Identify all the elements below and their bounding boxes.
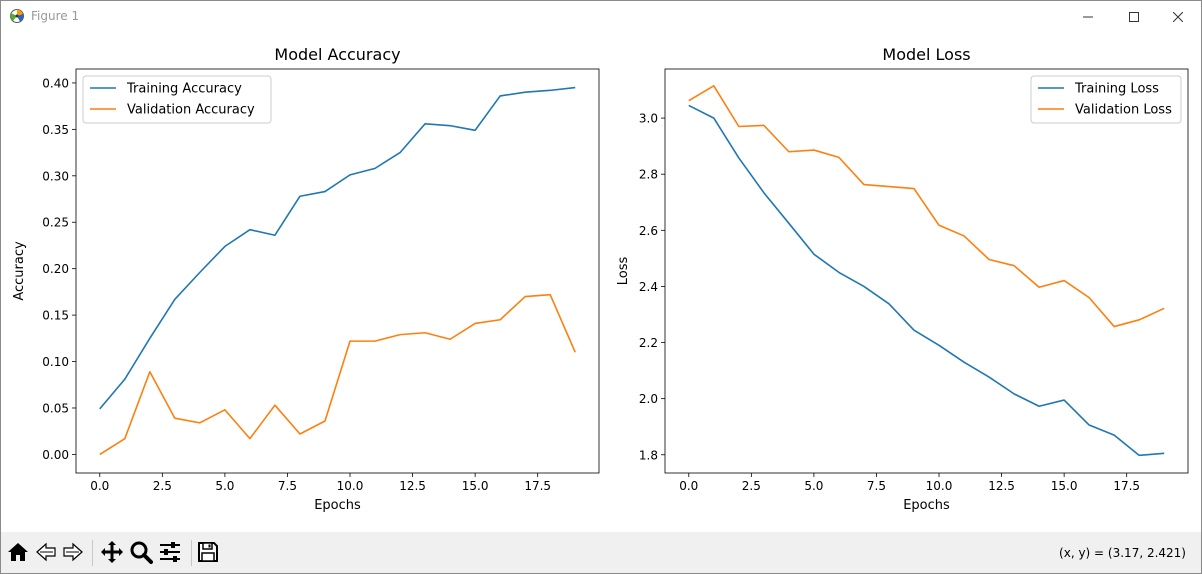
save-icon <box>198 542 218 562</box>
x-tick-label: 17.5 <box>524 479 551 493</box>
title-bar: Figure 1 <box>1 1 1201 32</box>
x-tick-label: 5.0 <box>804 479 823 493</box>
figure-canvas[interactable]: 0.0 2.5 5.0 7.5 10.0 12.5 15.0 17.5 0.00 0.05 0.10… <box>1 32 1201 532</box>
forward-button[interactable] <box>61 540 85 564</box>
y-tick-label: 2.2 <box>639 336 658 350</box>
chart-title: Model Loss <box>882 45 970 64</box>
zoom-icon <box>130 541 153 564</box>
toolbar-separator <box>92 540 93 566</box>
series-line-training <box>99 86 576 410</box>
y-tick-label: 0.10 <box>42 355 69 369</box>
home-button[interactable] <box>6 540 30 564</box>
matplotlib-icon <box>9 8 25 24</box>
y-tick-label: 0.15 <box>42 309 69 323</box>
legend: Training Accuracy Validation Accuracy <box>82 75 272 124</box>
x-tick-label: 2.5 <box>742 479 761 493</box>
axes-frame <box>75 68 600 474</box>
y-tick-label: 2.0 <box>639 392 658 406</box>
close-button[interactable] <box>1155 1 1201 32</box>
minimize-icon <box>1083 16 1093 17</box>
y-tick-label: 2.6 <box>639 224 658 238</box>
x-tick-label: 2.5 <box>153 479 172 493</box>
series-line-validation <box>99 293 576 456</box>
y-tick-label: 0.35 <box>42 123 69 137</box>
y-tick-label: 0.40 <box>42 76 69 90</box>
legend-frame <box>82 75 272 124</box>
subplot-1: 0.0 2.5 5.0 7.5 10.0 12.5 15.0 17.5 0.00 0.05 0.10… <box>12 45 600 513</box>
maximize-button[interactable] <box>1111 1 1157 32</box>
home-icon <box>8 543 28 561</box>
subplot-2: 0.0 2.5 5.0 7.5 10.0 12.5 15.0 17.5 1.8 2.0 2.2 2.4… <box>616 45 1189 513</box>
maximize-icon <box>1129 11 1139 22</box>
y-tick-label: 0.30 <box>42 169 69 183</box>
y-tick-label: 2.4 <box>639 280 658 294</box>
legend-frame <box>1030 75 1182 124</box>
x-tick-label: 7.5 <box>278 479 297 493</box>
configure-subplots-icon <box>160 542 180 562</box>
x-tick-label: 7.5 <box>867 479 886 493</box>
x-tick-label: 15.0 <box>462 479 489 493</box>
back-icon <box>36 542 56 562</box>
legend-label: Validation Loss <box>1075 103 1172 118</box>
window-title: Figure 1 <box>31 9 80 23</box>
x-tick-label: 0.0 <box>679 479 698 493</box>
y-axis-label: Accuracy <box>12 241 27 301</box>
figure-svg: 0.0 2.5 5.0 7.5 10.0 12.5 15.0 17.5 0.00 0.05 0.10… <box>12 45 1189 513</box>
y-tick-label: 2.8 <box>639 168 658 182</box>
legend-label: Validation Accuracy <box>127 103 255 118</box>
y-tick-label: 0.25 <box>42 216 69 230</box>
x-tick-label: 17.5 <box>1113 479 1140 493</box>
legend-label: Training Loss <box>1074 82 1159 97</box>
minimize-button[interactable] <box>1065 1 1111 32</box>
close-icon <box>1173 11 1183 22</box>
y-tick-label: 1.8 <box>639 448 658 462</box>
x-tick-label: 12.5 <box>399 479 426 493</box>
x-tick-label: 0.0 <box>90 479 109 493</box>
x-tick-label: 10.0 <box>337 479 364 493</box>
series-line-training <box>688 104 1165 457</box>
x-axis-label: Epochs <box>903 498 950 513</box>
y-axis-label: Loss <box>616 257 631 286</box>
legend: Training Loss Validation Loss <box>1030 75 1182 124</box>
y-tick-label: 0.00 <box>42 448 69 462</box>
save-button[interactable] <box>196 540 220 564</box>
x-tick-label: 15.0 <box>1051 479 1078 493</box>
pan-button[interactable] <box>100 540 124 564</box>
chart-title: Model Accuracy <box>274 45 400 64</box>
x-tick-label: 12.5 <box>988 479 1015 493</box>
x-tick-label: 5.0 <box>215 479 234 493</box>
x-axis-label: Epochs <box>314 498 361 513</box>
axes-frame <box>664 68 1189 474</box>
series-line-validation <box>688 85 1165 328</box>
cursor-coordinates: (x, y) = (3.17, 2.421) <box>1059 546 1186 560</box>
y-tick-label: 0.05 <box>42 401 69 415</box>
toolbar-separator <box>191 540 192 566</box>
back-button[interactable] <box>34 540 58 564</box>
zoom-button[interactable] <box>129 540 153 564</box>
legend-label: Training Accuracy <box>126 82 242 97</box>
x-tick-label: 10.0 <box>926 479 953 493</box>
navigation-toolbar: (x, y) = (3.17, 2.421) <box>1 532 1201 573</box>
y-tick-label: 0.20 <box>42 262 69 276</box>
forward-icon <box>63 542 83 562</box>
configure-subplots-button[interactable] <box>158 540 182 564</box>
pan-icon <box>101 541 123 563</box>
y-tick-label: 3.0 <box>639 112 658 126</box>
